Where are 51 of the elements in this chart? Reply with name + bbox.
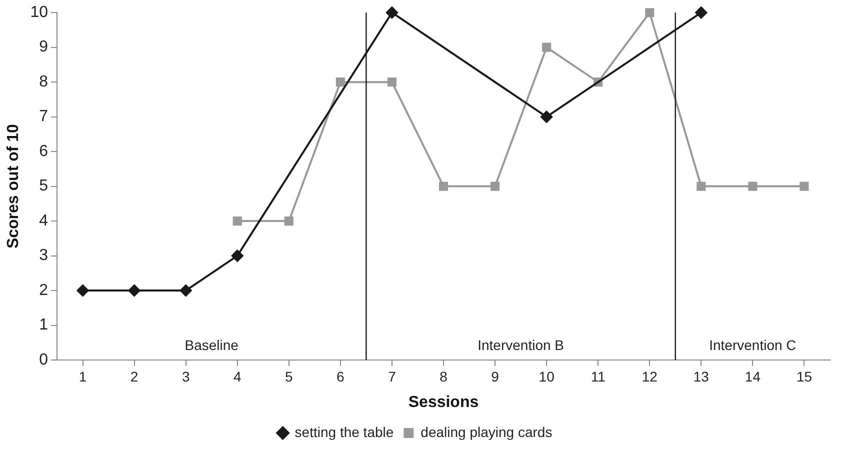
y-tick-label: 5 xyxy=(39,178,48,195)
x-tick-label: 15 xyxy=(796,368,812,384)
x-tick-label: 9 xyxy=(491,368,500,384)
x-tick-label: 8 xyxy=(440,368,448,384)
point xyxy=(231,250,244,262)
legend-label: dealing playing cards xyxy=(420,424,552,440)
x-tick-label: 11 xyxy=(590,368,606,384)
point xyxy=(180,284,192,297)
y-tick-label: 10 xyxy=(30,4,48,22)
x-axis-title: Sessions xyxy=(408,394,479,411)
point xyxy=(800,182,809,191)
point xyxy=(490,182,500,191)
legend-label: setting the table xyxy=(294,424,394,440)
point xyxy=(128,284,140,297)
annotation: Intervention C xyxy=(709,336,796,353)
x-tick-label: 10 xyxy=(538,368,555,384)
y-tick-label: 0 xyxy=(39,351,48,368)
point xyxy=(387,78,396,87)
y-tick-label: 1 xyxy=(39,316,48,334)
y-tick-label: 2 xyxy=(39,282,48,299)
point xyxy=(645,8,654,18)
x-tick-label: 1 xyxy=(78,368,87,384)
x-tick-label: 5 xyxy=(285,368,293,384)
point xyxy=(696,182,706,191)
point xyxy=(748,182,758,191)
x-tick-label: 12 xyxy=(642,368,658,384)
y-tick-label: 8 xyxy=(39,73,48,90)
x-tick-label: 13 xyxy=(693,368,710,384)
point xyxy=(540,110,553,123)
annotation: Baseline xyxy=(184,336,239,353)
point xyxy=(695,6,708,19)
point xyxy=(76,284,89,297)
y-tick-label: 7 xyxy=(39,108,48,126)
x-tick-label: 7 xyxy=(388,368,396,384)
point xyxy=(438,182,448,191)
y-axis-title: Scores out of 10 xyxy=(5,124,22,249)
point xyxy=(336,78,345,87)
point xyxy=(232,216,242,226)
x-tick-label: 6 xyxy=(336,368,345,384)
y-tick-label: 9 xyxy=(39,38,48,56)
annotation: Intervention B xyxy=(478,336,564,353)
point xyxy=(386,6,398,19)
x-tick-label: 14 xyxy=(744,368,761,384)
y-tick-label: 3 xyxy=(39,247,48,264)
y-tick-label: 4 xyxy=(39,212,48,230)
x-tick-label: 3 xyxy=(182,368,190,384)
point xyxy=(542,42,552,52)
x-tick-label: 4 xyxy=(233,368,242,384)
y-tick-label: 6 xyxy=(39,142,48,160)
x-tick-label: 2 xyxy=(130,368,138,384)
point xyxy=(284,216,294,226)
